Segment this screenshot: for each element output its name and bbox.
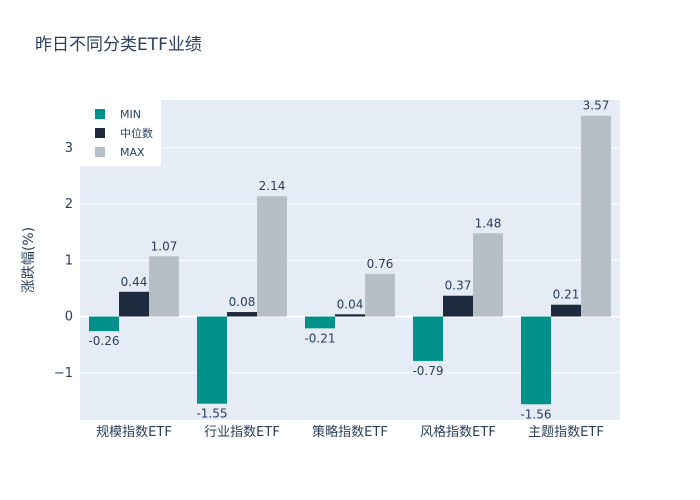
value-label: 0.76	[367, 257, 394, 271]
y-tick-label: −1	[54, 366, 73, 381]
y-tick-label: 3	[65, 141, 73, 156]
value-label: -0.21	[304, 331, 335, 345]
chart-title: 昨日不同分类ETF业绩	[35, 35, 202, 55]
bar-max-4	[473, 233, 503, 317]
bar-median-3	[335, 314, 365, 317]
legend-label-max[interactable]: MAX	[120, 146, 145, 159]
y-axis-title: 涨跌幅(%)	[21, 227, 37, 293]
x-tick-label: 规模指数ETF	[96, 425, 172, 440]
value-label: 0.37	[445, 279, 472, 293]
x-tick-label: 策略指数ETF	[312, 424, 388, 440]
legend-label-median[interactable]: 中位数	[120, 126, 153, 140]
x-tick-label: 主题指数ETF	[528, 425, 604, 440]
value-label: 2.14	[259, 179, 286, 193]
legend-background	[80, 100, 161, 166]
value-label: -1.55	[196, 407, 227, 421]
value-labels: -0.26 0.44 1.07 -1.55 0.08 2.14 -0.21 0.04 0.76 -…	[88, 99, 609, 422]
bar-median-1	[119, 291, 149, 317]
bar-max-1	[149, 256, 179, 317]
legend-swatch-min[interactable]	[95, 109, 105, 119]
bar-median-2	[227, 312, 257, 317]
value-label: 1.48	[475, 216, 502, 230]
y-axis-ticks: −1 0 1 2 3	[54, 141, 73, 381]
bar-min-2	[197, 316, 227, 404]
value-label: 3.57	[583, 99, 610, 113]
value-label: 0.08	[229, 295, 256, 309]
bar-min-4	[413, 316, 443, 361]
legend-swatch-max[interactable]	[95, 147, 105, 157]
x-tick-label: 行业指数ETF	[204, 425, 280, 440]
value-label: 0.04	[337, 297, 364, 311]
value-label: -0.79	[412, 364, 443, 378]
value-label: 1.07	[151, 239, 178, 253]
value-label: 0.21	[553, 288, 580, 302]
bar-median-4	[443, 295, 473, 317]
legend-swatch-median[interactable]	[95, 128, 105, 138]
bar-max-3	[365, 273, 395, 317]
bar-median-5	[551, 304, 581, 317]
y-tick-label: 2	[65, 197, 73, 212]
value-label: 0.44	[121, 275, 148, 289]
bars	[89, 115, 611, 405]
bar-min-3	[305, 316, 335, 329]
bar-max-5	[581, 115, 611, 317]
y-tick-label: 0	[65, 310, 73, 325]
x-axis-ticks: 规模指数ETF 行业指数ETF 策略指数ETF 风格指数ETF 主题指数ETF	[96, 424, 604, 440]
legend-label-min[interactable]: MIN	[120, 108, 141, 121]
value-label: -1.56	[520, 407, 551, 421]
bar-min-5	[521, 316, 551, 405]
legend[interactable]: MIN 中位数 MAX	[80, 100, 161, 166]
bar-max-2	[257, 196, 287, 317]
x-tick-label: 风格指数ETF	[420, 424, 496, 440]
value-label: -0.26	[88, 334, 119, 348]
y-tick-label: 1	[65, 253, 73, 268]
bar-min-1	[89, 316, 119, 332]
